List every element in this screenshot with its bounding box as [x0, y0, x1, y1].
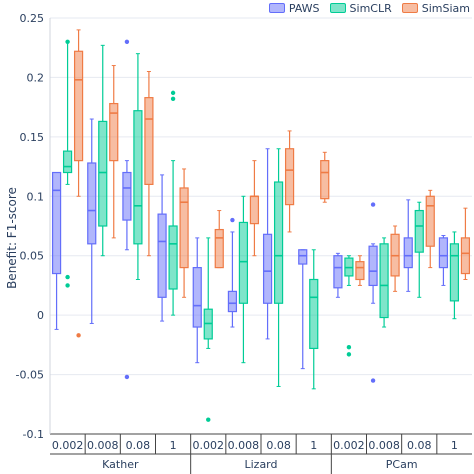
- x-tick-label-pcam-0-002: 0.002: [333, 439, 365, 452]
- box-kather-0-002-paws-iqr: [51, 171, 62, 275]
- box-kather-0-08-paws-outlier-0: [124, 39, 130, 44]
- y-tick-label: 0: [37, 309, 44, 322]
- box-pcam-0-008-paws-iqr: [368, 245, 378, 287]
- box-lizard-0-08-simsiam-iqr: [284, 148, 295, 206]
- box-pcam-1-simclr-iqr: [449, 243, 460, 302]
- legend-item-simsiam[interactable]: SimSiam: [401, 1, 470, 15]
- box-kather-0-002-simsiam-outlier-0: [76, 333, 81, 338]
- box-lizard-0-002-paws-iqr: [192, 267, 202, 328]
- box-lizard-0-008-simclr-iqr: [238, 221, 249, 304]
- box-pcam-0-002-simclr-outlier-1: [346, 352, 352, 357]
- x-tick-label-lizard-0-08: 0.08: [266, 439, 291, 452]
- legend-swatch-simsiam: [401, 3, 418, 13]
- box-kather-1-simclr-outlier-1: [170, 96, 176, 102]
- x-tick-label-kather-0-08: 0.08: [126, 439, 151, 452]
- x-tick-label-lizard-0-008: 0.008: [228, 439, 260, 452]
- y-tick-label: 0.2: [27, 71, 45, 84]
- x-tick-label-pcam-1: 1: [451, 439, 458, 452]
- box-pcam-0-08-simclr-iqr: [414, 209, 424, 253]
- plot-area: [50, 18, 472, 434]
- x-group-label-pcam: PCam: [386, 458, 418, 471]
- x-group-label-lizard: Lizard: [244, 458, 277, 471]
- legend: PAWS SimCLR SimSiam: [268, 0, 470, 16]
- x-tick-label-pcam-0-008: 0.008: [368, 439, 400, 452]
- legend-label-simsiam: SimSiam: [421, 1, 470, 15]
- box-kather-1-paws-iqr: [157, 213, 167, 298]
- legend-swatch-paws: [268, 3, 285, 13]
- x-tick-label-kather-1: 1: [170, 439, 177, 452]
- box-pcam-0-08-paws-iqr: [403, 237, 413, 269]
- box-kather-1-simclr-outlier-0: [170, 90, 176, 96]
- box-kather-0-08-paws-outlier-1: [124, 374, 130, 380]
- box-pcam-0-008-paws-outlier-1: [370, 378, 376, 383]
- box-kather-1-simclr-iqr: [168, 225, 178, 290]
- x-tick-label-kather-0-002: 0.002: [52, 439, 84, 452]
- box-lizard-1-paws-iqr: [298, 249, 308, 265]
- box-kather-0-008-simsiam-iqr: [109, 102, 119, 162]
- box-kather-0-008-simclr-iqr: [98, 120, 108, 227]
- box-kather-1-simsiam-iqr: [179, 187, 189, 269]
- x-tick-label-lizard-1: 1: [310, 439, 317, 452]
- y-tick-label: -0.1: [23, 428, 44, 441]
- box-pcam-0-002-simsiam-iqr: [355, 261, 365, 281]
- box-kather-0-08-paws-iqr: [122, 171, 132, 221]
- box-kather-0-002-simsiam-iqr: [73, 50, 84, 162]
- x-tick-label-kather-0-008: 0.008: [87, 439, 119, 452]
- x-tick-label-lizard-0-002: 0.002: [193, 439, 225, 452]
- box-pcam-0-008-simclr-iqr: [379, 243, 389, 319]
- legend-item-paws[interactable]: PAWS: [268, 1, 320, 15]
- box-kather-0-008-paws-iqr: [87, 162, 97, 245]
- box-lizard-1-simclr-iqr: [309, 278, 319, 350]
- box-pcam-0-008-paws-outlier-0: [370, 202, 376, 207]
- x-group-label-kather: Kather: [102, 458, 139, 471]
- box-lizard-0-08-simclr-iqr: [273, 181, 284, 304]
- box-lizard-0-08-paws-iqr: [262, 233, 273, 304]
- y-tick-label: 0.25: [20, 12, 45, 25]
- box-lizard-0-002-simsiam-iqr: [214, 228, 224, 269]
- legend-label-paws: PAWS: [288, 1, 320, 15]
- box-pcam-1-simsiam-iqr: [460, 237, 471, 275]
- box-kather-0-002-simclr-outlier-1: [65, 274, 70, 280]
- box-pcam-0-08-simsiam-iqr: [425, 195, 435, 247]
- y-tick-label: 0.1: [27, 190, 45, 203]
- y-tick-label: -0.05: [16, 369, 44, 382]
- box-lizard-0-002-simclr-outlier-0: [206, 417, 211, 422]
- y-tick-label: 0.15: [20, 131, 45, 144]
- box-lizard-0-008-simsiam-iqr: [249, 195, 260, 225]
- box-kather-0-002-simclr-iqr: [62, 150, 73, 174]
- box-lizard-0-008-paws-iqr: [227, 290, 238, 313]
- y-tick-label: 0.05: [20, 250, 45, 263]
- box-lizard-1-simsiam-iqr: [320, 160, 330, 200]
- box-pcam-1-paws-iqr: [438, 237, 449, 269]
- box-lizard-0-008-paws-outlier-0: [230, 217, 235, 223]
- box-pcam-0-002-paws-iqr: [333, 255, 343, 289]
- box-kather-0-002-simclr-outlier-0: [65, 39, 70, 44]
- box-kather-0-08-simclr-iqr: [133, 110, 143, 245]
- box-kather-0-002-simclr-outlier-2: [65, 283, 70, 288]
- legend-swatch-simclr: [329, 3, 346, 13]
- legend-item-simclr[interactable]: SimCLR: [329, 1, 392, 15]
- box-kather-0-08-simsiam-iqr: [144, 97, 154, 186]
- box-pcam-0-002-simclr-outlier-0: [346, 345, 352, 350]
- x-tick-label-pcam-0-08: 0.08: [407, 439, 432, 452]
- legend-label-simclr: SimCLR: [349, 1, 392, 15]
